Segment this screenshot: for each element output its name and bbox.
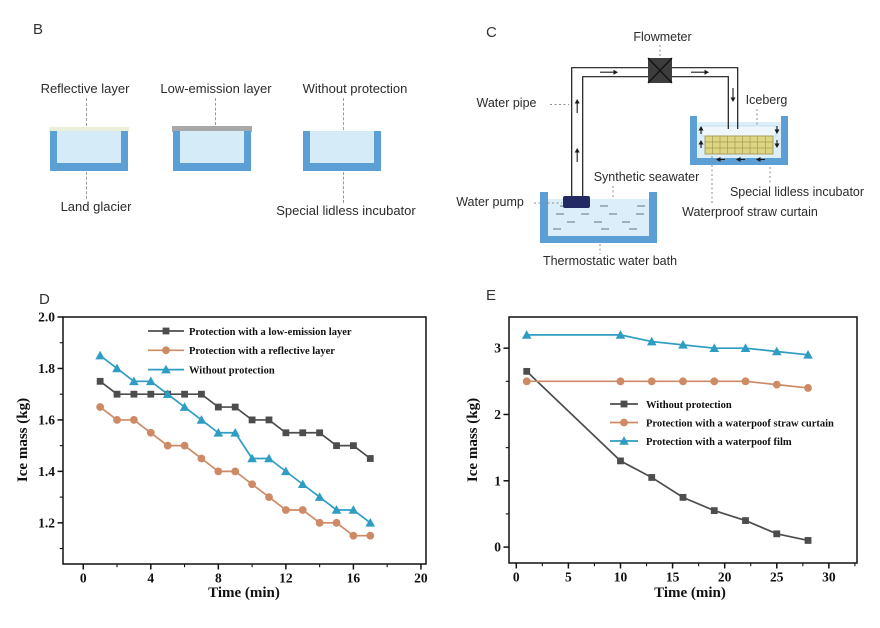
series-markers-1 [96,403,375,540]
panel-b: B Reflective layer Low-emission layer Wi… [0,0,440,285]
series-markers-1 [522,377,812,392]
label-water-pipe: Water pipe [476,96,537,110]
label-land-glacier: Land glacier [60,199,132,214]
x-tick-label: 20 [718,570,732,585]
tub-reflective [50,131,128,171]
x-tick-label: 12 [279,571,293,586]
y-tick-label: 1.6 [38,412,55,427]
series-line-0 [99,380,371,460]
label-synthetic-seawater: Synthetic seawater [593,170,700,184]
tub-without-protection [303,131,381,171]
legend-label-1: Protection with a reflective layer [189,346,335,357]
x-tick-label: 5 [565,570,572,585]
iceberg-shape [701,125,777,137]
x-tick-label: 0 [513,570,520,585]
legend: Without protection Protection with a wate… [610,400,834,448]
x-tick-label: 20 [414,571,428,586]
panel-d: D 0 4 8 12 16 20 1.2 1.4 1.6 1.8 2.0 Protection wit… [0,285,450,625]
x-tick-label: 15 [666,570,680,585]
water-pump-shape [563,196,590,208]
label-waterproof-straw-curtain: Waterproof straw curtain [682,205,818,219]
chart-d-canvas: 0 4 8 12 16 20 1.2 1.4 1.6 1.8 2.0 Protection with … [15,310,428,602]
panel-c-letter: C [486,24,497,41]
axis-ticks [57,316,422,570]
x-tick-label: 16 [347,571,361,586]
x-axis-title: Time (min) [654,585,726,601]
label-iceberg: Iceberg [745,93,788,107]
leader-line-low-emission [215,98,216,125]
flowmeter-shape [647,57,673,84]
series-markers-2 [521,330,813,359]
series-markers-0 [523,367,812,544]
label-thermostatic-water-bath: Thermostatic water bath [542,254,678,268]
tub-low-emission [173,131,251,171]
panel-e-letter: E [486,287,497,304]
low-emission-layer-bar [172,126,252,132]
series-line-2 [99,354,371,524]
chart-e-canvas: 0 5 10 15 20 25 30 0 1 2 3 Without protection Protec… [465,316,858,601]
y-axis-title: Ice mass (kg) [15,398,31,482]
leader-line-incubator-b [343,172,344,203]
label-special-lidless-incubator-c: Special lidless incubator [729,185,865,199]
x-tick-label: 25 [770,570,784,585]
label-low-emission-layer: Low-emission layer [160,81,272,96]
label-reflective-layer: Reflective layer [40,81,130,96]
label-without-protection: Without protection [302,81,408,96]
panel-c: C Flowmeter Water pipe Iceberg Synthetic… [440,0,880,285]
legend-label-2: Protection with a waterpoof film [646,437,792,448]
series-markers-2 [95,350,376,527]
legend-label-1: Protection with a waterpoof straw curtai… [646,418,834,429]
axis-ticks [503,347,856,569]
y-tick-label: 2 [494,407,501,422]
y-tick-label: 1 [494,473,501,488]
legend-label-0: Protection with a low-emission layer [189,327,352,338]
incubator-shape [690,116,788,165]
legend-label-0: Without protection [646,400,732,411]
straw-curtain-shape [704,135,774,155]
y-tick-label: 2.0 [38,310,55,325]
series-line-0 [526,370,809,542]
panel-b-letter: B [33,21,44,38]
y-axis-title: Ice mass (kg) [465,398,481,482]
label-water-pump: Water pump [456,195,524,209]
label-special-lidless-incubator-b: Special lidless incubator [276,203,416,218]
x-tick-label: 8 [215,571,222,586]
leader-line-without-protection [343,98,344,130]
flow-arrows [574,69,780,162]
x-tick-label: 0 [80,571,87,586]
apparatus-diagram [534,45,788,254]
legend: Protection with a low-emission layer Prot… [148,327,352,376]
series-line-1 [526,380,809,389]
y-tick-label: 1.4 [38,464,55,479]
y-tick-label: 3 [494,341,501,356]
panel-e: E 0 5 10 15 20 25 30 0 1 2 3 Without protection Prot… [450,285,880,625]
y-tick-label: 1.2 [38,515,55,530]
y-tick-label: 1.8 [38,361,55,376]
leader-line-reflective [86,98,87,126]
x-tick-label: 30 [822,570,836,585]
legend-label-2: Without protection [189,365,275,376]
x-tick-label: 4 [147,571,154,586]
leader-lines [534,45,771,254]
reflective-layer-bar [49,127,129,132]
series-line-2 [526,334,809,356]
x-axis-title: Time (min) [208,585,280,601]
x-tick-label: 10 [614,570,628,585]
panel-d-letter: D [39,291,50,308]
leader-line-land-glacier [86,172,87,199]
series-markers-0 [96,377,374,462]
label-flowmeter: Flowmeter [633,30,692,44]
plot-box [62,316,427,565]
plot-box [508,316,858,564]
thermostatic-water-bath-shape [540,192,657,243]
y-tick-label: 0 [494,540,501,555]
